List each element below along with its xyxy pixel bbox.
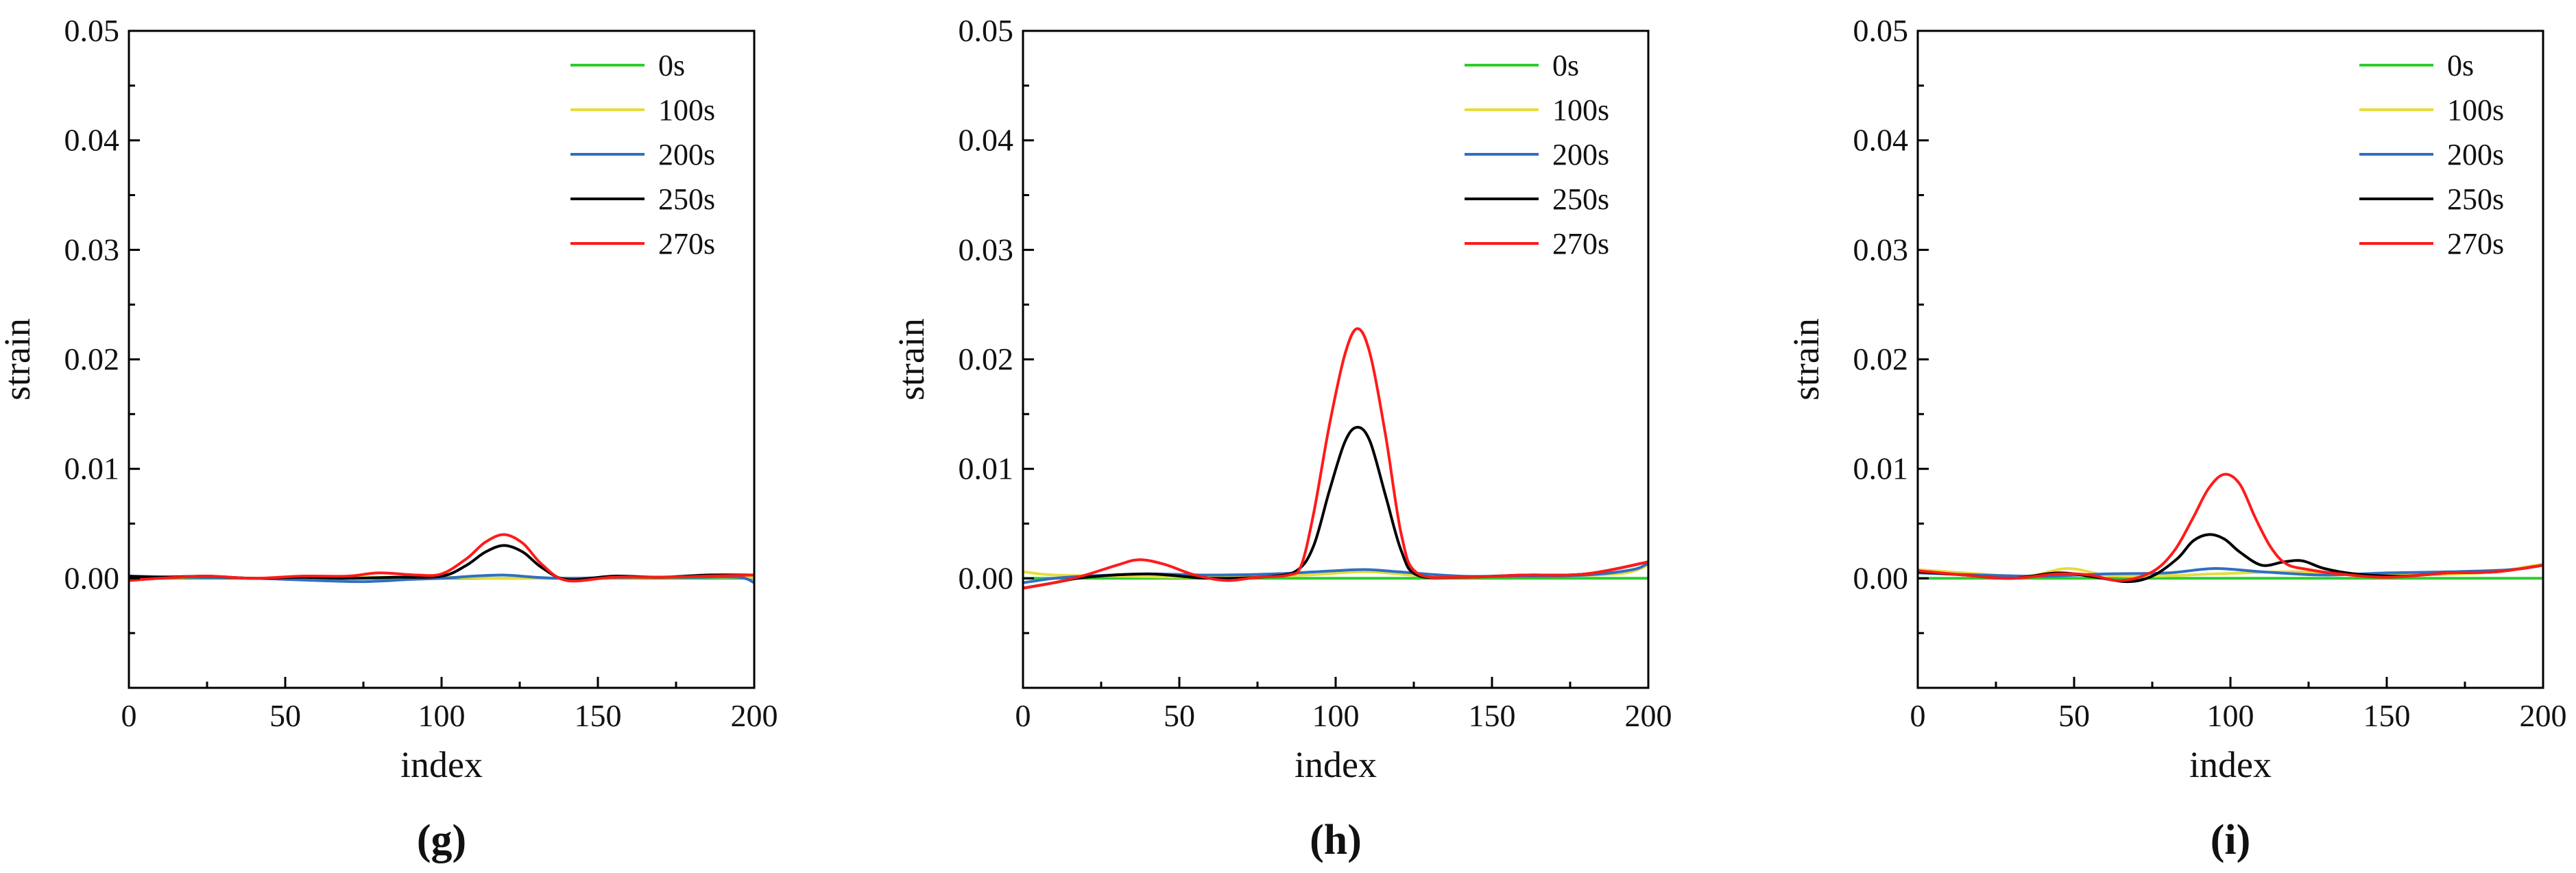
panel-label: (g): [417, 817, 466, 863]
x-tick-label: 200: [2520, 698, 2567, 733]
panel-i: 0 50 100 150 200 0.00 0.01 0.02 0.03 0.04 0.05 inde…: [1785, 13, 2567, 863]
x-tick-label: 200: [1625, 698, 1672, 733]
x-tick-label: 50: [1164, 698, 1195, 733]
y-tick-label: 0.05: [959, 13, 1014, 48]
x-axis-title: index: [1295, 744, 1377, 785]
x-tick-label: 100: [2207, 698, 2254, 733]
x-axis-title: index: [400, 744, 483, 785]
y-tick-label: 0.01: [959, 451, 1014, 486]
legend-label-270s: 270s: [658, 227, 715, 261]
y-axis-title: strain: [891, 318, 932, 400]
legend: 0s 100s 200s 250s 270s: [570, 49, 715, 261]
y-axis-title: strain: [0, 318, 38, 400]
y-tick-label: 0.05: [1853, 13, 1909, 48]
legend-label-0s: 0s: [1552, 49, 1579, 82]
panel-h: 0 50 100 150 200 0.00 0.01 0.02 0.03 0.04 0.05 inde…: [891, 13, 1672, 863]
x-axis-title: index: [2189, 744, 2272, 785]
y-tick-label: 0.04: [959, 123, 1014, 158]
x-tick-label: 150: [2363, 698, 2411, 733]
legend-label-250s: 250s: [2447, 182, 2504, 216]
legend-label-100s: 100s: [2447, 93, 2504, 127]
y-tick-label: 0.03: [1853, 232, 1909, 267]
legend-label-200s: 200s: [2447, 138, 2504, 171]
x-tick-label: 150: [575, 698, 622, 733]
y-tick-label: 0.00: [959, 560, 1014, 595]
x-tick-label: 100: [418, 698, 466, 733]
x-tick-label: 100: [1312, 698, 1360, 733]
plot-frame: [1022, 29, 1650, 689]
y-axis-title: strain: [1785, 318, 1827, 400]
y-tick-label: 0.03: [959, 232, 1014, 267]
legend-label-270s: 270s: [1552, 227, 1609, 261]
legend-label-250s: 250s: [658, 182, 715, 216]
y-tick-label: 0.00: [64, 560, 120, 595]
series-line-270s: [1918, 473, 2543, 582]
y-tick-label: 0.02: [959, 342, 1014, 376]
x-tick-label: 0: [1910, 698, 1926, 733]
panel-label: (h): [1310, 817, 1362, 863]
x-tick-label: 150: [1469, 698, 1516, 733]
x-tick-label: 0: [1015, 698, 1031, 733]
legend-label-0s: 0s: [658, 49, 685, 82]
y-tick-label: 0.00: [1853, 560, 1909, 595]
y-tick-label: 0.02: [64, 342, 120, 376]
y-tick-label: 0.03: [64, 232, 120, 267]
legend-label-250s: 250s: [1552, 182, 1609, 216]
y-tick-label: 0.01: [1853, 451, 1909, 486]
legend-label-200s: 200s: [658, 138, 715, 171]
legend: 0s 100s 200s 250s 270s: [2359, 49, 2504, 261]
legend-label-0s: 0s: [2447, 49, 2474, 82]
legend: 0s 100s 200s 250s 270s: [1465, 49, 1609, 261]
x-tick-label: 200: [731, 698, 778, 733]
y-tick-label: 0.04: [64, 123, 120, 158]
legend-label-270s: 270s: [2447, 227, 2504, 261]
plot-frame: [1916, 29, 2544, 689]
legend-label-100s: 100s: [1552, 93, 1609, 127]
y-tick-label: 0.02: [1853, 342, 1909, 376]
panel-g: 0 50 100 150 200 0.00 0.01 0.02 0.03 0.04 0.05 inde…: [0, 13, 778, 863]
panel-label: (i): [2211, 817, 2251, 863]
series-line-270s: [129, 533, 754, 583]
legend-label-100s: 100s: [658, 93, 715, 127]
y-tick-label: 0.05: [64, 13, 120, 48]
x-tick-label: 0: [121, 698, 137, 733]
x-tick-label: 50: [2058, 698, 2090, 733]
y-tick-label: 0.01: [64, 451, 120, 486]
y-tick-label: 0.04: [1853, 123, 1909, 158]
series-line-270s: [1023, 327, 1648, 590]
plot-frame: [128, 29, 756, 689]
x-tick-label: 50: [269, 698, 301, 733]
legend-label-200s: 200s: [1552, 138, 1609, 171]
